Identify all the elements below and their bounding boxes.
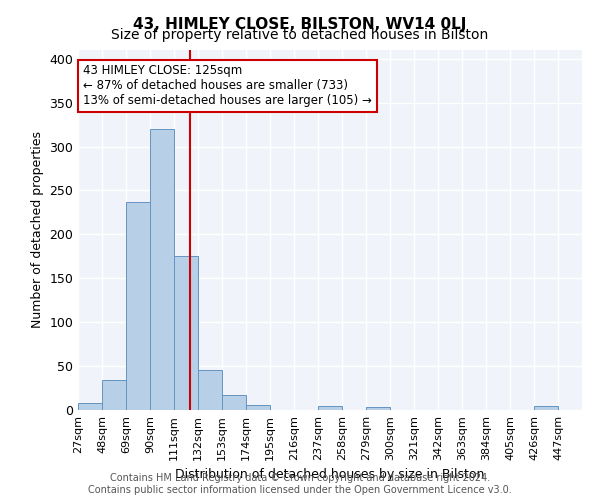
Text: 43, HIMLEY CLOSE, BILSTON, WV14 0LJ: 43, HIMLEY CLOSE, BILSTON, WV14 0LJ [133, 18, 467, 32]
Bar [150, 129, 174, 410]
Bar [366, 408, 390, 410]
Bar [222, 395, 246, 410]
X-axis label: Distribution of detached houses by size in Bilston: Distribution of detached houses by size … [175, 468, 485, 481]
Bar [102, 380, 126, 410]
Bar [534, 406, 558, 410]
Y-axis label: Number of detached properties: Number of detached properties [31, 132, 44, 328]
Text: Size of property relative to detached houses in Bilston: Size of property relative to detached ho… [112, 28, 488, 42]
Bar [198, 370, 222, 410]
Bar [78, 403, 102, 410]
Bar [318, 406, 342, 410]
Text: 43 HIMLEY CLOSE: 125sqm
← 87% of detached houses are smaller (733)
13% of semi-d: 43 HIMLEY CLOSE: 125sqm ← 87% of detache… [83, 64, 372, 108]
Text: Contains HM Land Registry data © Crown copyright and database right 2024.
Contai: Contains HM Land Registry data © Crown c… [88, 474, 512, 495]
Bar [246, 404, 270, 410]
Bar [174, 256, 198, 410]
Bar [126, 202, 150, 410]
